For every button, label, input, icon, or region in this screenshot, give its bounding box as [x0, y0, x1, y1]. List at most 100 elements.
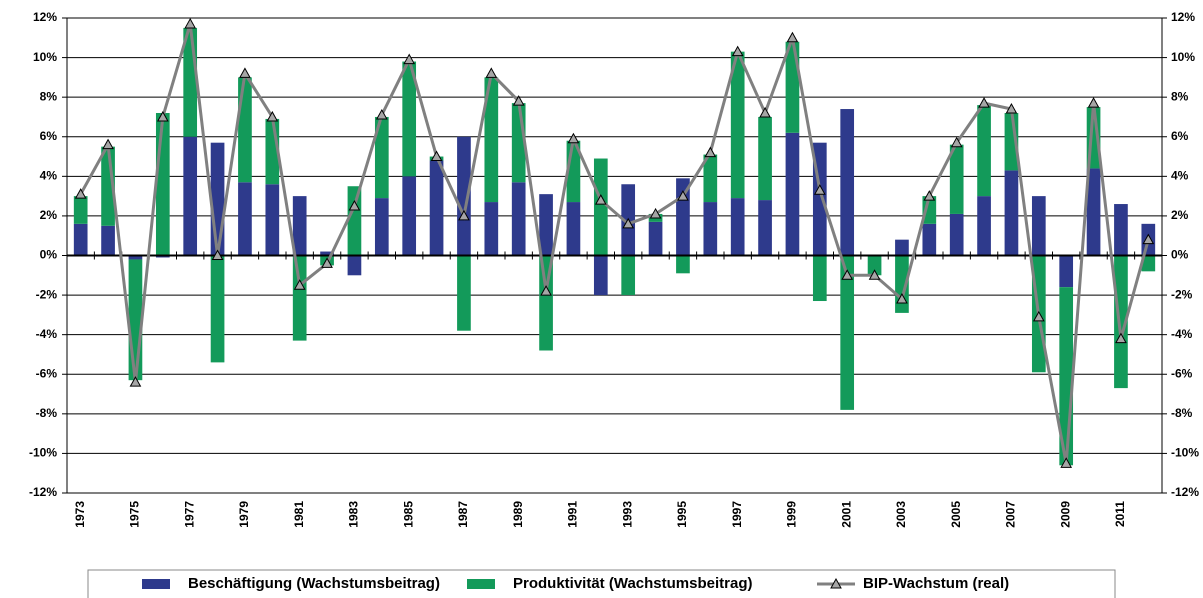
- line-marker: [1115, 332, 1127, 344]
- y-tick-label: 8%: [40, 89, 58, 103]
- y2-tick-label: -12%: [1171, 485, 1199, 499]
- bar: [1114, 255, 1128, 389]
- line: [79, 23, 1150, 464]
- x-tick-label: 1999: [785, 501, 799, 528]
- x-tick-label: 1991: [566, 501, 580, 528]
- line-marker: [156, 110, 169, 122]
- bar: [758, 200, 772, 256]
- bar: [402, 176, 417, 256]
- line-marker: [1032, 310, 1045, 322]
- y2-tick-label: 2%: [1171, 208, 1189, 222]
- line-marker: [731, 45, 744, 57]
- legend-swatch: [467, 579, 495, 589]
- y2-tick-label: 6%: [1171, 129, 1189, 143]
- line-marker: [102, 138, 114, 150]
- x-tick-label: 2009: [1058, 501, 1072, 528]
- bar: [621, 255, 636, 296]
- bar: [128, 255, 143, 260]
- y-tick-label: -12%: [29, 485, 57, 499]
- line-marker: [868, 269, 881, 280]
- bar: [73, 223, 88, 256]
- y2-tick-label: 4%: [1171, 169, 1189, 183]
- bar: [840, 255, 855, 410]
- line-marker: [1060, 457, 1073, 468]
- line-marker: [950, 136, 963, 148]
- line-marker: [594, 194, 607, 205]
- bar: [1114, 204, 1128, 256]
- bar: [347, 186, 362, 256]
- x-tick-label: 1989: [511, 501, 525, 528]
- x-tick-label: 2001: [839, 501, 853, 528]
- x-tick-label: 1993: [620, 501, 634, 528]
- line-marker: [293, 279, 306, 290]
- bar: [949, 213, 964, 256]
- bar: [539, 194, 553, 256]
- bar: [320, 251, 334, 256]
- y-tick-label: -2%: [36, 287, 58, 301]
- bar: [566, 202, 581, 256]
- line-marker: [704, 146, 717, 158]
- bar: [895, 239, 909, 256]
- line-marker: [512, 95, 525, 106]
- bar: [101, 225, 115, 256]
- y2-tick-label: 8%: [1171, 89, 1189, 103]
- legend-label: Beschäftigung (Wachstumsbeitrag): [188, 575, 440, 592]
- line-marker: [540, 285, 552, 296]
- x-tick-label: 1973: [73, 501, 87, 528]
- bar: [155, 113, 170, 256]
- bar: [374, 116, 389, 199]
- line-marker: [266, 110, 279, 122]
- line-marker: [622, 217, 635, 229]
- bar: [648, 221, 663, 256]
- bar: [785, 41, 800, 133]
- bar: [292, 196, 307, 256]
- x-tick-label: 1997: [730, 501, 744, 528]
- line-marker: [567, 132, 580, 144]
- x-tick-label: 1975: [128, 501, 142, 528]
- y-tick-label: 2%: [40, 208, 58, 222]
- bar: [593, 255, 608, 296]
- line-marker: [239, 67, 251, 78]
- line-marker: [813, 184, 826, 195]
- x-tick-label: 1995: [675, 501, 689, 528]
- bar: [785, 132, 800, 256]
- x-tick-label: 2003: [894, 501, 908, 528]
- bar: [511, 182, 526, 256]
- line-marker: [430, 150, 443, 162]
- bar: [758, 116, 772, 201]
- x-tick-label: 1983: [347, 501, 361, 528]
- bar: [238, 77, 252, 183]
- y-tick-label: -10%: [29, 446, 57, 460]
- y-tick-label: 10%: [33, 50, 57, 64]
- bar: [374, 198, 389, 256]
- bar: [949, 144, 964, 214]
- bar: [484, 202, 499, 256]
- y2-tick-label: 0%: [1171, 248, 1189, 262]
- y2-tick-label: -4%: [1171, 327, 1193, 341]
- line-marker: [184, 17, 197, 29]
- line-marker: [458, 209, 470, 221]
- legend-box: [87, 569, 1116, 598]
- bar: [895, 255, 909, 313]
- line-marker: [896, 293, 908, 304]
- bar: [840, 109, 855, 256]
- bar: [730, 198, 745, 256]
- bar: [703, 154, 718, 203]
- bar: [210, 142, 225, 256]
- line-marker: [348, 199, 361, 211]
- line-marker: [1087, 97, 1100, 108]
- line-marker: [759, 106, 771, 118]
- legend-swatch: [142, 579, 170, 589]
- line-marker: [485, 67, 498, 78]
- y-tick-label: 4%: [40, 169, 58, 183]
- legend-label: Produktivität (Wachstumsbeitrag): [513, 575, 752, 592]
- y-tick-label: 0%: [40, 248, 58, 262]
- y2-tick-label: -6%: [1171, 366, 1193, 380]
- bar: [210, 255, 225, 363]
- bar: [128, 259, 143, 381]
- x-tick-label: 2011: [1113, 501, 1127, 527]
- line-marker: [841, 269, 854, 280]
- bar: [73, 196, 88, 224]
